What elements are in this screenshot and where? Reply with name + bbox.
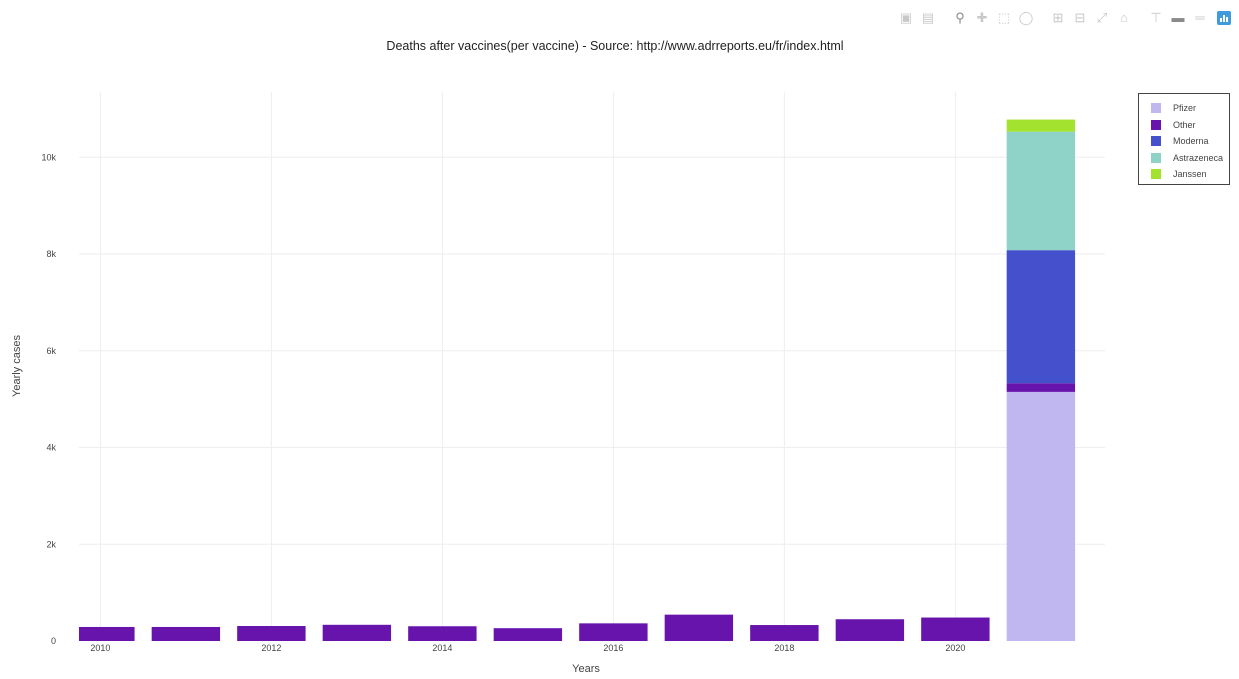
y-tick-label: 8k bbox=[46, 249, 56, 259]
bars bbox=[79, 119, 1076, 641]
y-tick-label: 6k bbox=[46, 346, 56, 356]
bar-astrazeneca-2021[interactable] bbox=[1006, 131, 1076, 251]
legend-item-pfizer[interactable]: Pfizer bbox=[1139, 100, 1229, 117]
legend: Pfizer Other Moderna Astrazeneca Janssen bbox=[1138, 93, 1230, 185]
bar-other-2017[interactable] bbox=[664, 614, 734, 641]
bar-other-2012[interactable] bbox=[237, 626, 306, 641]
hover-compare-icon[interactable]: ═ bbox=[1195, 10, 1205, 25]
legend-swatch bbox=[1151, 119, 1161, 130]
legend-swatch bbox=[1151, 103, 1161, 114]
bar-pfizer-2021[interactable] bbox=[1006, 391, 1076, 641]
tick-labels: 0 2k 4k 6k 8k 10k 2010 2012 2014 2016 2018 2020 bbox=[41, 152, 965, 653]
autoscale-icon[interactable]: ⤢ bbox=[1096, 10, 1108, 25]
legend-item-other[interactable]: Other bbox=[1139, 117, 1229, 134]
bar-other-2010[interactable] bbox=[79, 626, 135, 641]
legend-label: Janssen bbox=[1173, 169, 1207, 180]
legend-swatch bbox=[1151, 169, 1161, 180]
y-axis-title: Yearly cases bbox=[11, 335, 23, 397]
x-tick-label: 2016 bbox=[603, 643, 623, 653]
plotly-logo-icon[interactable] bbox=[1217, 11, 1231, 25]
bar-other-2020[interactable] bbox=[921, 617, 990, 641]
legend-label: Moderna bbox=[1173, 136, 1209, 147]
x-tick-label: 2018 bbox=[774, 643, 794, 653]
reset-axes-icon[interactable]: ⌂ bbox=[1120, 10, 1128, 25]
y-tick-label: 2k bbox=[46, 539, 56, 549]
bar-moderna-2021[interactable] bbox=[1006, 250, 1076, 384]
x-tick-label: 2014 bbox=[432, 643, 452, 653]
grid-lines bbox=[79, 92, 1105, 641]
bar-other-2013[interactable] bbox=[322, 624, 392, 641]
legend-item-astrazeneca[interactable]: Astrazeneca bbox=[1139, 150, 1229, 167]
legend-swatch bbox=[1151, 136, 1161, 147]
legend-label: Astrazeneca bbox=[1173, 152, 1224, 163]
bar-other-2016[interactable] bbox=[579, 623, 648, 641]
legend-label: Pfizer bbox=[1173, 103, 1197, 114]
modebar: ▣ ▤ ⚲ ✚ ⬚ ◯ ⊞ ⊟ ⤢ ⌂ ⊤ ▬ ═ bbox=[895, 8, 1231, 28]
bar-other-2014[interactable] bbox=[408, 626, 477, 641]
x-tick-label: 2020 bbox=[945, 643, 965, 653]
save-icon[interactable]: ▤ bbox=[921, 10, 935, 25]
zoom-in-icon[interactable]: ⊞ bbox=[1052, 10, 1064, 25]
spike-lines-icon[interactable]: ⊤ bbox=[1150, 10, 1162, 25]
bar-other-2019[interactable] bbox=[835, 619, 905, 641]
bar-other-2011[interactable] bbox=[151, 626, 221, 641]
bar-other-2015[interactable] bbox=[493, 628, 563, 641]
chart-title: Deaths after vaccines(per vaccine) - Sou… bbox=[386, 39, 844, 53]
x-tick-label: 2012 bbox=[261, 643, 281, 653]
x-axis-title: Years bbox=[572, 663, 600, 675]
bar-other-2021[interactable] bbox=[1006, 383, 1076, 392]
zoom-out-icon[interactable]: ⊟ bbox=[1074, 10, 1086, 25]
legend-item-moderna[interactable]: Moderna bbox=[1139, 133, 1229, 150]
box-select-icon[interactable]: ⬚ bbox=[997, 10, 1011, 25]
bar-janssen-2021[interactable] bbox=[1006, 119, 1076, 132]
y-tick-label: 10k bbox=[41, 152, 56, 162]
zoom-icon[interactable]: ⚲ bbox=[955, 10, 965, 25]
hover-closest-icon[interactable]: ▬ bbox=[1171, 10, 1185, 25]
pan-icon[interactable]: ✚ bbox=[976, 10, 988, 25]
legend-swatch bbox=[1151, 152, 1161, 163]
legend-item-janssen[interactable]: Janssen bbox=[1139, 166, 1229, 183]
x-tick-label: 2010 bbox=[90, 643, 110, 653]
lasso-select-icon[interactable]: ◯ bbox=[1018, 10, 1034, 25]
y-tick-label: 0 bbox=[51, 636, 56, 646]
bar-other-2018[interactable] bbox=[750, 625, 819, 641]
camera-icon[interactable]: ▣ bbox=[899, 10, 913, 25]
legend-label: Other bbox=[1173, 119, 1196, 130]
y-tick-label: 4k bbox=[46, 443, 56, 453]
